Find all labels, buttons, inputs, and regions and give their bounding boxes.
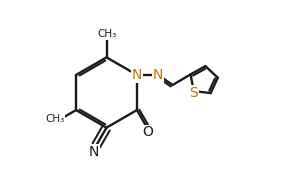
Text: N: N <box>89 145 99 159</box>
Text: S: S <box>189 85 198 100</box>
Text: CH₃: CH₃ <box>97 29 116 39</box>
Text: N: N <box>153 68 163 82</box>
Text: N: N <box>132 68 142 82</box>
Text: CH₃: CH₃ <box>45 114 65 124</box>
Text: O: O <box>142 125 153 139</box>
